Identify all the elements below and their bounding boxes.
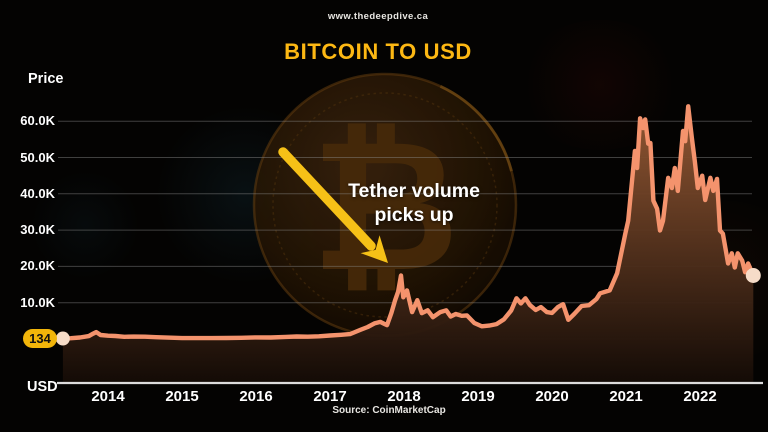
x-tick-label: 2017 (313, 388, 347, 405)
x-axis-unit-label: USD (27, 379, 58, 395)
x-tick-label: 2018 (387, 388, 421, 405)
price-line (60, 104, 756, 341)
x-tick-label: 2020 (535, 388, 569, 405)
x-tick-label: 2019 (461, 388, 495, 405)
y-tick-label: 10.0K (20, 294, 55, 310)
y-tick-label: 60.0K (20, 113, 55, 129)
annotation-arrow-icon (278, 147, 388, 263)
x-tick-label: 2015 (165, 388, 199, 405)
series-end-dot (745, 267, 761, 283)
annotation-text: Tether volume picks up (348, 180, 480, 227)
x-tick-label: 2021 (609, 388, 643, 405)
source-credit: Source: CoinMarketCap (332, 405, 446, 416)
page-title: BITCOIN TO USD (284, 39, 472, 64)
x-tick-label: 2022 (683, 388, 717, 405)
x-tick-label: 2016 (239, 388, 273, 405)
annotation-line-2: picks up (374, 203, 454, 226)
y-axis-label: Price (28, 71, 64, 87)
x-tick-label: 2014 (91, 388, 125, 405)
start-value-badge: 134 (23, 329, 57, 348)
price-area-fill (62, 106, 754, 384)
annotation-line-1: Tether volume (348, 180, 480, 202)
y-tick-label: 30.0K (20, 222, 55, 238)
y-tick-label: 20.0K (20, 258, 55, 274)
y-tick-label: 50.0K (20, 149, 55, 165)
website-url: www.thedeepdive.ca (327, 11, 429, 22)
y-tick-label: 40.0K (20, 185, 55, 201)
bitcoin-coin-watermark: ₿ (252, 72, 518, 338)
series-start-dot (55, 331, 70, 346)
